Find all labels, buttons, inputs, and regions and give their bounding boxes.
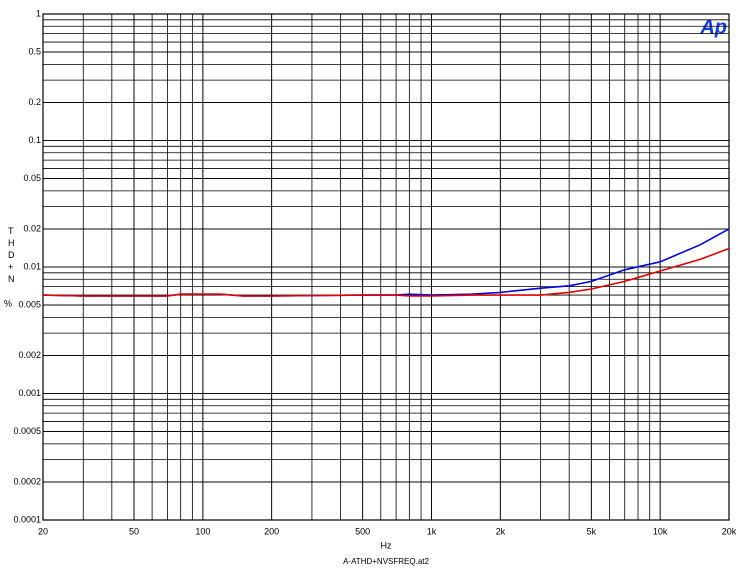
x-tick-label: 2k <box>496 526 506 536</box>
x-tick-label: 20 <box>38 526 48 536</box>
y-tick-label: 0.1 <box>28 135 41 145</box>
y-tick-label: 0.02 <box>23 223 41 233</box>
x-tick-label: 10k <box>653 526 668 536</box>
y-tick-label: 0.002 <box>18 350 41 360</box>
y-tick-label: 0.0002 <box>13 476 41 486</box>
y-axis-label: T H D + N <box>8 226 15 284</box>
logo: Ap <box>699 16 727 38</box>
y-tick-label: 1 <box>36 8 41 18</box>
y-tick-label: 0.5 <box>28 46 41 56</box>
y-tick-label: 0.0005 <box>13 426 41 436</box>
x-tick-label: 50 <box>129 526 139 536</box>
caption: A-ATHD+NVSFREQ.at2 <box>343 557 429 566</box>
x-tick-label: 20k <box>722 526 737 536</box>
data-line <box>42 228 730 297</box>
data-line <box>42 247 730 297</box>
y-tick-label: 0.05 <box>23 173 41 183</box>
y-tick-label: 0.0001 <box>13 514 41 524</box>
y-tick-label: 0.005 <box>18 299 41 309</box>
plot-frame <box>42 13 730 521</box>
x-tick-label: 500 <box>355 526 370 536</box>
y-tick-label: 0.001 <box>18 388 41 398</box>
y-tick-label: 0.2 <box>28 97 41 107</box>
x-axis-label: Hz <box>381 540 392 550</box>
y-tick-label: 0.01 <box>23 261 41 271</box>
x-tick-label: 100 <box>195 526 210 536</box>
x-tick-label: 1k <box>427 526 437 536</box>
x-tick-label: 5k <box>587 526 597 536</box>
x-tick-label: 200 <box>264 526 279 536</box>
y-axis-unit: % <box>4 298 12 308</box>
